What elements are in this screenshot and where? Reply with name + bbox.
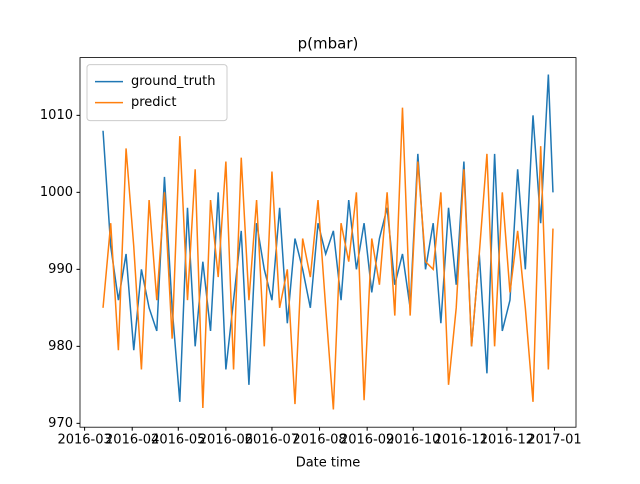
chart-title: p(mbar)	[298, 35, 359, 53]
y-tick-label: 990	[48, 262, 73, 277]
y-tick-label: 970	[48, 416, 73, 431]
x-axis-label: Date time	[296, 456, 361, 471]
line-series	[102, 74, 554, 402]
x-tick-label: 2016-12	[480, 433, 534, 448]
x-tick-label: 2016-11	[434, 433, 488, 448]
legend-box	[86, 64, 228, 122]
x-tick-label: 2017-01	[527, 433, 581, 448]
legend-label: ground_truth	[131, 74, 216, 89]
x-tick-label: 2016-08	[292, 433, 346, 448]
line-series	[102, 107, 554, 410]
x-tick-label: 2016-09	[340, 433, 394, 448]
legend-label: predict	[131, 95, 176, 110]
x-tick-label: 2016-07	[245, 433, 299, 448]
x-tick-label: 2016-03	[57, 433, 111, 448]
x-tick-label: 2016-10	[386, 433, 440, 448]
plot-frame	[79, 57, 577, 428]
y-tick-label: 1010	[40, 108, 73, 123]
x-tick-label: 2016-04	[105, 433, 159, 448]
y-tick-label: 1000	[40, 185, 73, 200]
x-tick-label: 2016-06	[199, 433, 253, 448]
y-tick-label: 980	[48, 339, 73, 354]
x-tick-label: 2016-05	[151, 433, 205, 448]
